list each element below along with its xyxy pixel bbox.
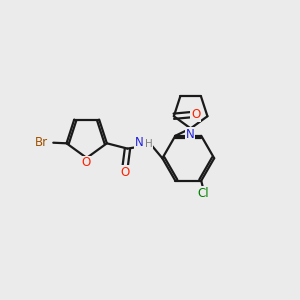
Text: O: O [121, 166, 130, 179]
Text: N: N [186, 128, 194, 141]
Text: Cl: Cl [198, 188, 209, 200]
Text: N: N [135, 136, 143, 148]
Text: H: H [145, 139, 152, 148]
Text: O: O [191, 108, 200, 121]
Text: Br: Br [35, 136, 48, 149]
Text: O: O [82, 157, 91, 169]
